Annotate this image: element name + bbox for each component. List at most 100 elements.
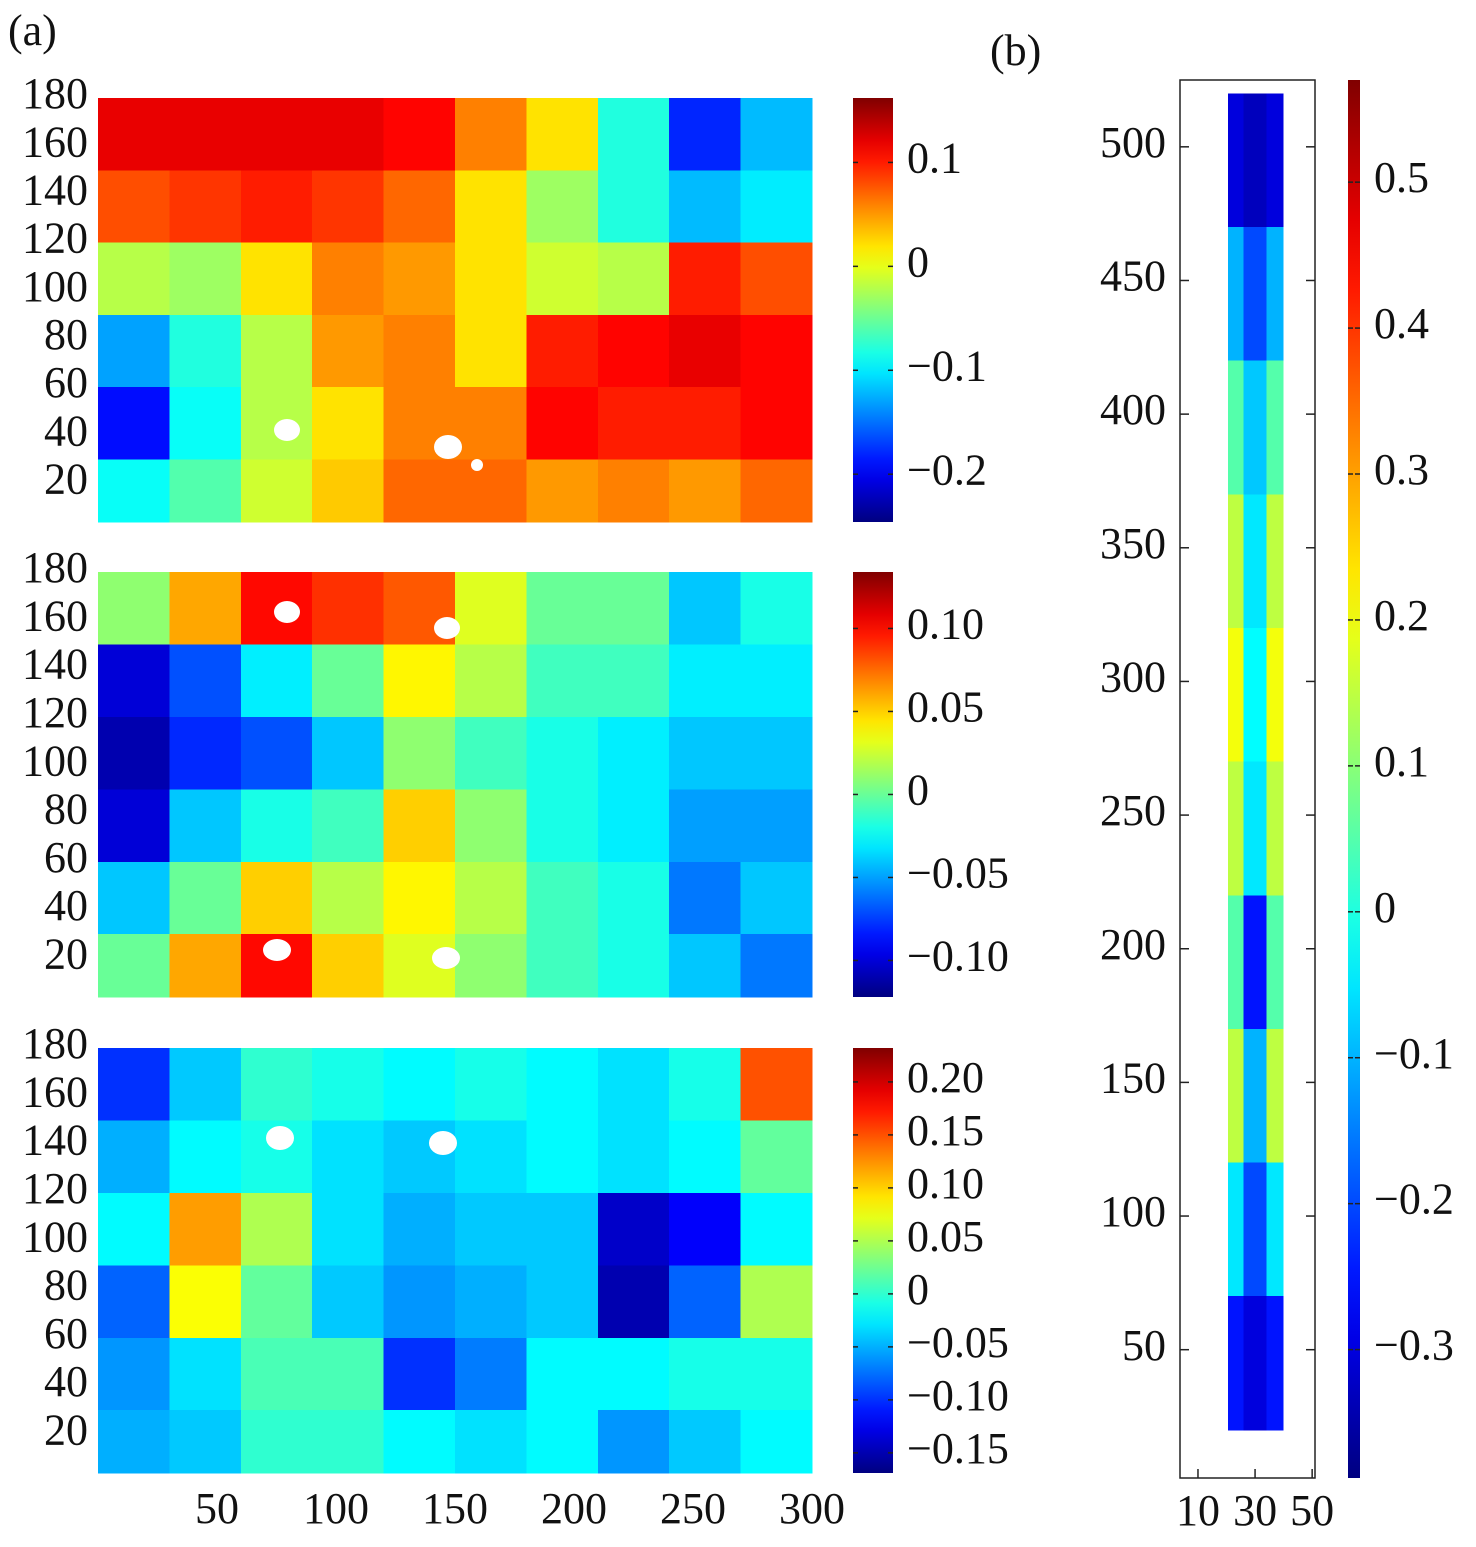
heatmap-cell xyxy=(526,387,599,460)
heatmap-cell xyxy=(740,861,813,935)
heatmap-cell xyxy=(240,861,313,935)
y-tick-label: 160 xyxy=(22,117,88,166)
heatmap-cell xyxy=(1266,93,1284,228)
colorbar-tick-label: 0.5 xyxy=(1374,153,1429,202)
heatmap-cell xyxy=(669,934,742,998)
heatmap-cell xyxy=(669,314,742,388)
hole xyxy=(434,617,460,639)
hole xyxy=(274,601,300,623)
heatmap-cell xyxy=(98,1265,170,1339)
colorbar-tick-label: 0 xyxy=(1374,883,1396,932)
heatmap-cell xyxy=(597,861,670,935)
heatmap-cell xyxy=(312,1410,385,1474)
heatmap-cell xyxy=(312,572,385,646)
heatmap-cell xyxy=(1266,227,1284,362)
heatmap-cell xyxy=(98,1410,170,1474)
colorbar-tick-label: 0.2 xyxy=(1374,591,1429,640)
heatmap-cell xyxy=(740,644,813,718)
heatmap-cell xyxy=(455,387,527,460)
heatmap-cell xyxy=(1243,360,1268,495)
heatmap-cell xyxy=(526,716,599,790)
heatmap-cell xyxy=(1243,627,1268,763)
y-tick-label: 140 xyxy=(22,640,88,689)
colorbar-tick-label: 0 xyxy=(907,1265,929,1314)
colorbar-tick-label: −0.10 xyxy=(907,932,1009,981)
y-tick-label: 60 xyxy=(44,833,88,882)
heatmap-cell xyxy=(1227,227,1245,362)
heatmap-cell xyxy=(240,716,313,790)
heatmap-cell xyxy=(169,1048,242,1122)
heatmap-cell xyxy=(1243,93,1268,228)
heatmap-cell xyxy=(98,789,170,863)
hole xyxy=(432,947,460,969)
y-tick-label: 20 xyxy=(44,455,88,504)
heatmap-cell xyxy=(455,716,527,790)
heatmap-cell xyxy=(98,934,170,998)
heatmap-cell xyxy=(98,644,170,718)
heatmap-cell xyxy=(740,170,813,244)
heatmap-cell xyxy=(740,459,813,523)
heatmap-cell xyxy=(383,716,456,790)
heatmap-cell xyxy=(455,934,527,998)
heatmap-cell xyxy=(169,98,242,171)
x-tick-label: 250 xyxy=(660,1484,726,1533)
heatmap-cell xyxy=(1243,1162,1268,1297)
heatmap-cell xyxy=(383,170,456,244)
heatmap-cell xyxy=(1227,93,1245,228)
heatmap-cell xyxy=(455,242,527,316)
colorbar-tick-label: −0.1 xyxy=(907,341,987,390)
heatmap-cell xyxy=(740,1265,813,1339)
y-tick-label: 150 xyxy=(1100,1053,1166,1102)
heatmap-cell xyxy=(740,1337,813,1411)
heatmap-cell xyxy=(455,1048,527,1122)
x-tick-label: 100 xyxy=(303,1484,369,1533)
heatmap-cell xyxy=(740,242,813,316)
heatmap-cell xyxy=(169,459,242,523)
x-tick-label: 10 xyxy=(1176,1486,1220,1535)
y-tick-label: 80 xyxy=(44,785,88,834)
y-tick-label: 40 xyxy=(44,1357,88,1406)
colorbar xyxy=(853,1048,893,1473)
heatmap-cell xyxy=(455,314,527,388)
heatmap-cell xyxy=(597,314,670,388)
heatmap-cell xyxy=(240,789,313,863)
heatmap-cell xyxy=(740,1192,813,1266)
colorbar-tick-label: −0.10 xyxy=(907,1371,1009,1420)
heatmap-cell xyxy=(383,1410,456,1474)
heatmap-cell xyxy=(169,387,242,460)
heatmap-cell xyxy=(312,314,385,388)
heatmap-cell xyxy=(669,242,742,316)
heatmap-cell xyxy=(383,1265,456,1339)
x-tick-label: 150 xyxy=(422,1484,488,1533)
heatmap-cell xyxy=(312,644,385,718)
heatmap-cell xyxy=(1227,1162,1245,1297)
heatmap-cell xyxy=(98,572,170,646)
heatmap-cell xyxy=(98,861,170,935)
heatmap-cell xyxy=(597,242,670,316)
heatmap-cell xyxy=(1266,494,1284,629)
heatmap-cell xyxy=(169,861,242,935)
heatmap-cell xyxy=(669,861,742,935)
heatmap-cell xyxy=(312,1192,385,1266)
heatmap-cell xyxy=(169,1337,242,1411)
y-tick-label: 80 xyxy=(44,310,88,359)
heatmap-cell xyxy=(98,314,170,388)
heatmap-cell xyxy=(597,387,670,460)
heatmap-cell xyxy=(312,387,385,460)
colorbar-tick-label: −0.05 xyxy=(907,1318,1009,1367)
x-tick-label: 200 xyxy=(541,1484,607,1533)
heatmap-cell xyxy=(240,1265,313,1339)
heatmap-cell xyxy=(455,170,527,244)
heatmap-cell xyxy=(669,1192,742,1266)
heatmap-cell xyxy=(169,1120,242,1194)
heatmap-cell xyxy=(526,644,599,718)
heatmap-cell xyxy=(1266,1296,1284,1431)
heatmap-cell xyxy=(740,387,813,460)
colorbar-tick-label: 0 xyxy=(907,237,929,286)
heatmap-cell xyxy=(240,170,313,244)
heatmap-cell xyxy=(98,170,170,244)
heatmap-cell xyxy=(740,1410,813,1474)
heatmap-cell xyxy=(597,1265,670,1339)
heatmap-cell xyxy=(383,789,456,863)
colorbar-tick-label: −0.2 xyxy=(1374,1175,1454,1224)
